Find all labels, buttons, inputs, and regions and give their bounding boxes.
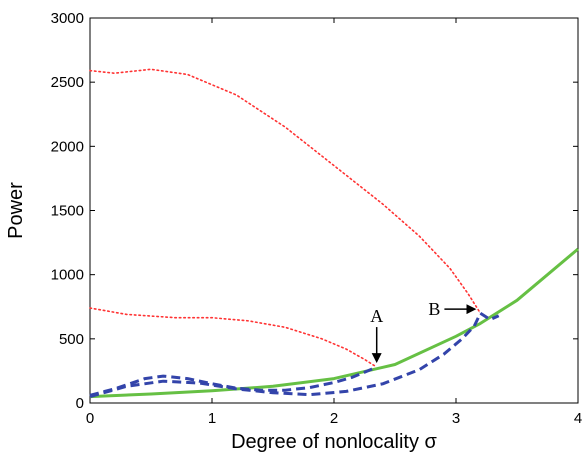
series-solid-1 <box>89 247 579 399</box>
series-dotted-2 <box>89 68 482 314</box>
y-tick-label: 1500 <box>51 203 84 220</box>
annotation-label-b: B <box>428 299 440 319</box>
x-tick-label: 2 <box>330 410 338 427</box>
plot-border <box>89 17 579 404</box>
series-dashed-6 <box>479 311 500 322</box>
y-tick-label: 2000 <box>51 138 84 155</box>
series-dotted-3 <box>89 307 378 368</box>
x-axis-label: Degree of nonlocality σ <box>231 431 437 453</box>
x-tick-label: 4 <box>574 410 582 427</box>
plot-frame <box>89 17 579 404</box>
ticks-layer: 0 1 2 3 4 0 500 1000 1500 2000 2500 3000 <box>51 10 583 427</box>
y-tick-label: 2500 <box>51 74 84 91</box>
y-tick-label: 3000 <box>51 10 84 27</box>
y-tick-label: 500 <box>59 331 84 348</box>
annotation-label-a: A <box>370 306 383 326</box>
y-axis-label: Power <box>5 182 27 239</box>
y-tick-label: 1000 <box>51 267 84 284</box>
x-tick-label: 1 <box>208 410 216 427</box>
series-layer <box>89 68 579 399</box>
x-tick-label: 0 <box>86 410 94 427</box>
series-dashed-5 <box>89 312 482 399</box>
x-tick-label: 3 <box>452 410 460 427</box>
y-tick-label: 0 <box>76 395 84 412</box>
